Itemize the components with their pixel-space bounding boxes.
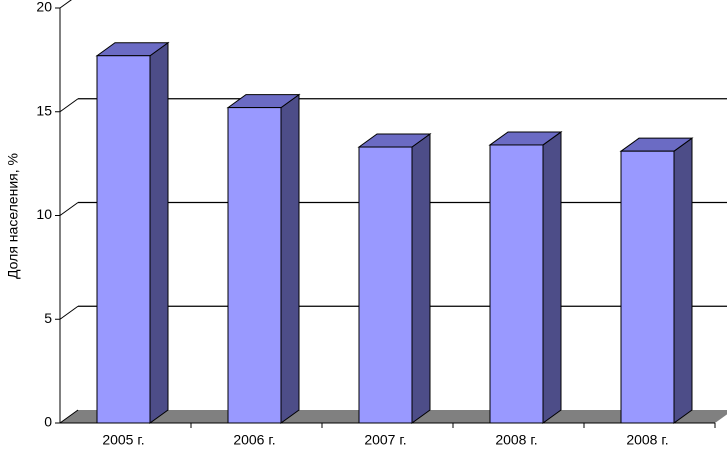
bar <box>227 107 282 424</box>
x-tick-label: 2006 г. <box>233 432 275 448</box>
y-tick-label: 0 <box>44 414 52 430</box>
y-tick-depth <box>59 98 79 113</box>
bar-side <box>280 93 300 424</box>
y-tick-label: 5 <box>44 310 52 326</box>
bar-side <box>149 41 169 424</box>
y-tick-label: 10 <box>36 206 52 222</box>
y-tick-depth <box>59 409 79 424</box>
y-tick-depth <box>59 202 79 216</box>
bar-side <box>411 133 431 424</box>
bar <box>358 146 413 424</box>
y-tick-depth <box>59 305 79 320</box>
bar <box>620 150 675 424</box>
y-tick-label: 15 <box>36 102 52 118</box>
bar-side <box>673 137 693 424</box>
y-axis-label: Доля населения, % <box>5 153 21 279</box>
bar <box>489 144 544 424</box>
x-tick-label: 2008 г. <box>626 432 668 448</box>
y-tick-depth <box>59 0 72 9</box>
x-tick-label: 2008 г. <box>495 432 537 448</box>
x-tick-label: 2007 г. <box>364 432 406 448</box>
y-tick-label: 20 <box>36 0 52 15</box>
bar-side <box>542 130 562 424</box>
x-tick-label: 2005 г. <box>102 432 144 448</box>
bar <box>96 55 151 424</box>
